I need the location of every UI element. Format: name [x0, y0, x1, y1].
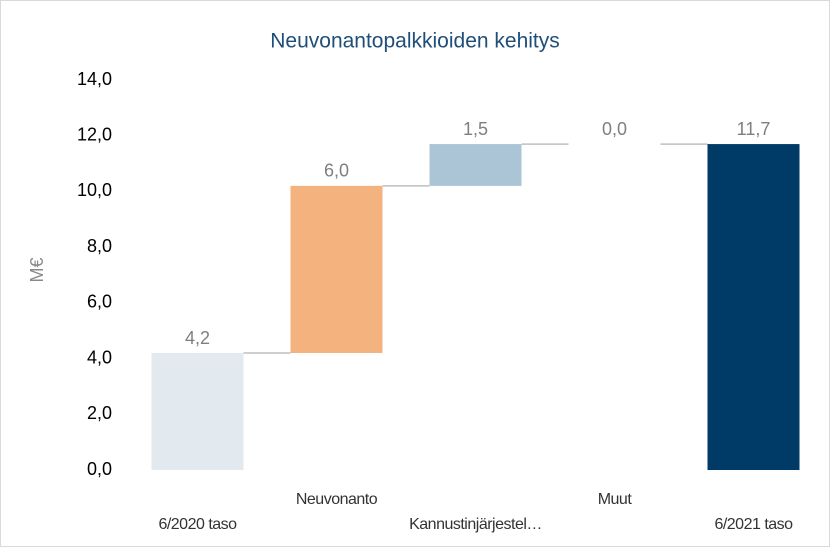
bar	[151, 353, 244, 470]
y-tick-label: 12,0	[77, 124, 112, 144]
bar	[290, 185, 383, 353]
bar	[707, 144, 800, 471]
y-tick-label: 6,0	[87, 292, 112, 312]
data-label: 0,0	[602, 119, 627, 139]
y-tick-label: 4,0	[87, 347, 112, 367]
data-label: 4,2	[185, 328, 210, 348]
y-tick-label: 0,0	[87, 459, 112, 479]
y-tick-label: 10,0	[77, 180, 112, 200]
x-tick-label: 6/2021 taso	[714, 516, 793, 533]
x-tick-label: Muut	[598, 491, 633, 508]
data-label: 11,7	[737, 119, 771, 139]
bar	[429, 144, 522, 186]
chart-title: Neuvonantopalkkioiden kehitys	[270, 30, 560, 53]
data-label: 1,5	[463, 119, 488, 139]
x-tick-label: Neuvonanto	[296, 491, 378, 508]
x-tick-label: Kannustinjärjestel…	[409, 516, 542, 533]
y-tick-label: 14,0	[77, 69, 112, 89]
y-axis-label: M€	[27, 257, 47, 282]
y-tick-label: 8,0	[87, 236, 112, 256]
data-label: 6,0	[324, 161, 349, 181]
x-tick-label: 6/2020 taso	[158, 516, 237, 533]
y-tick-label: 2,0	[87, 403, 112, 423]
